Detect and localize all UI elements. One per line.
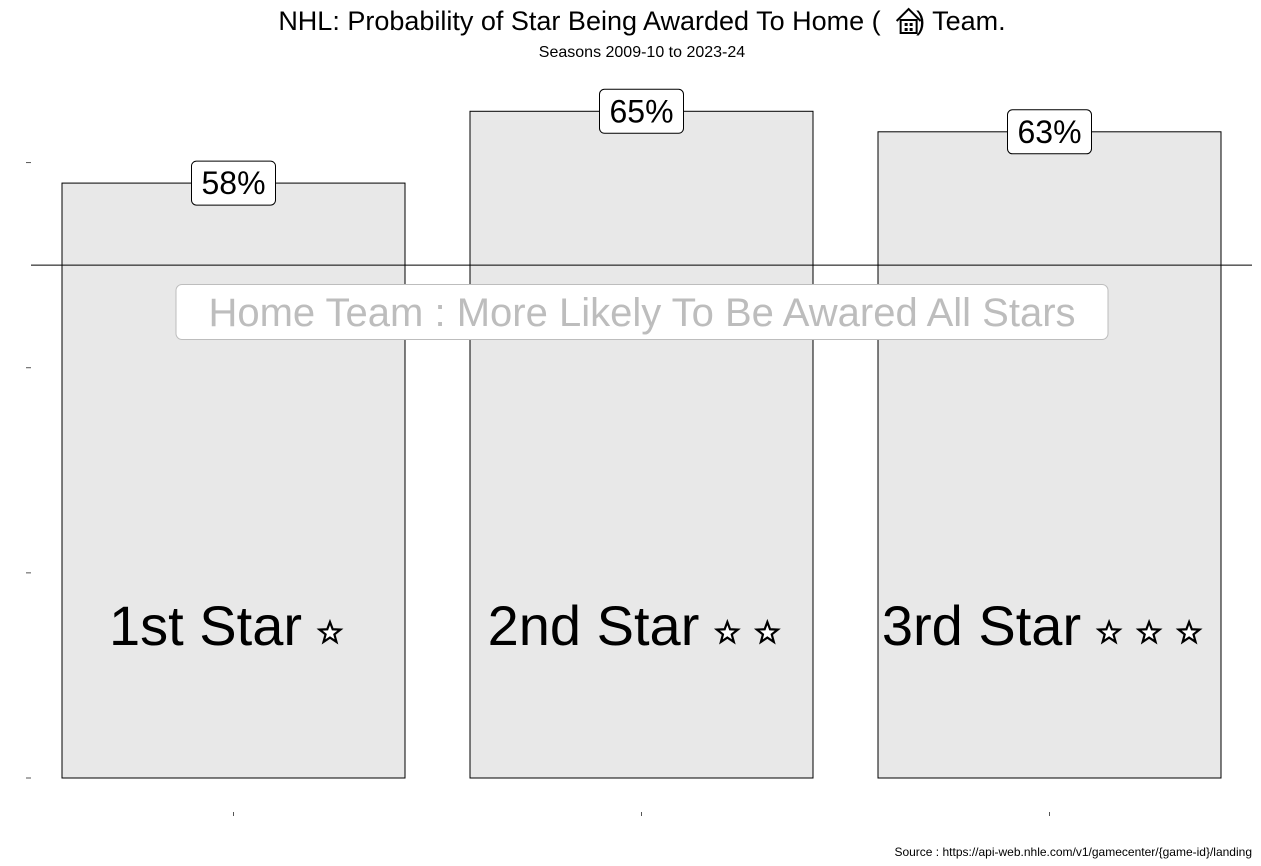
annotation-text: Home Team : More Likely To Be Awared All… <box>208 291 1075 335</box>
annotation-box <box>175 284 1109 340</box>
category-text: 2nd Star <box>488 594 700 657</box>
value-label: 63% <box>1017 114 1081 150</box>
x-axis-ticks <box>233 812 1050 816</box>
value-labels: 58% 1st Star 65% 2nd Star 63% 3rd Star <box>109 88 1203 657</box>
house-window <box>909 28 913 31</box>
house-window <box>909 23 913 26</box>
star-icon <box>316 618 344 645</box>
house-body <box>899 19 918 34</box>
value-label-box <box>1007 109 1092 155</box>
bars <box>61 110 1222 779</box>
value-label: 65% <box>609 93 673 129</box>
chart-title: NHL: Probability of Star Being Awarded T… <box>278 6 1005 36</box>
chart-title-suffix: ) Team. <box>916 6 1006 36</box>
star-icon <box>753 618 781 645</box>
bar-1 <box>61 182 406 779</box>
star-icon <box>1135 618 1163 645</box>
annotation: Home Team : More Likely To Be Awared All… <box>175 284 1109 340</box>
value-label: 58% <box>201 165 265 201</box>
category-label-2: 2nd Star <box>488 594 781 657</box>
house-roof <box>895 7 922 22</box>
category-label-3: 3rd Star <box>882 594 1203 657</box>
bar-2 <box>469 110 814 779</box>
house-window <box>904 23 908 26</box>
chart-title-prefix: NHL: Probability of Star Being Awarded T… <box>278 6 880 36</box>
house-window <box>904 28 908 31</box>
chart-subtitle: Seasons 2009-10 to 2023-24 <box>539 44 745 61</box>
value-label-box <box>599 88 684 134</box>
category-label-1: 1st Star <box>109 594 344 657</box>
category-text: 3rd Star <box>882 594 1081 657</box>
category-text: 1st Star <box>109 594 302 657</box>
star-icon <box>713 618 741 645</box>
bar-3 <box>877 131 1222 779</box>
value-label-box <box>191 160 276 206</box>
star-icon <box>1095 618 1123 645</box>
y-axis-ticks <box>26 162 31 779</box>
source-caption: Source : https://api-web.nhle.com/v1/gam… <box>894 845 1252 859</box>
house-icon <box>895 7 922 34</box>
star-icon <box>1175 618 1203 645</box>
